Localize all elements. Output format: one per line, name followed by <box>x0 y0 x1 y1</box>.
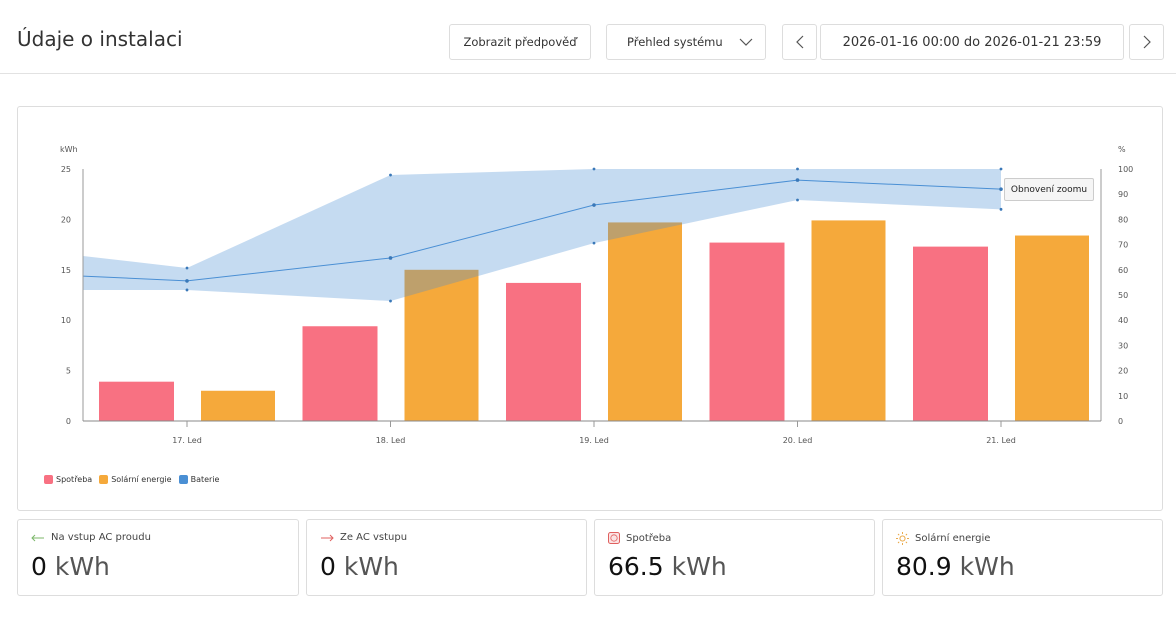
y2-tick-label: 50 <box>1118 291 1128 300</box>
chevron-right-icon <box>1143 35 1151 49</box>
battery-max-point <box>796 167 799 171</box>
chart-card: kWh% 0 5 10 15 20 25 0 10 20 30 40 50 60 70 80 90 100 17. … <box>17 106 1163 511</box>
x-tick-label: 18. Led <box>376 436 406 445</box>
y2-tick-label: 40 <box>1118 316 1128 325</box>
legend-label: Baterie <box>190 475 220 484</box>
x-tick-label: 17. Led <box>172 436 202 445</box>
show-forecast-button[interactable]: Zobrazit předpověď <box>449 24 591 60</box>
bar-consumption <box>506 282 581 421</box>
y2-tick-label: 10 <box>1118 392 1128 401</box>
stat-value: 0 <box>31 552 47 581</box>
legend-label: Spotřeba <box>56 475 93 484</box>
battery-max-point <box>999 167 1003 171</box>
stat-card-to-ac-input: Na vstup AC proudu 0 kWh <box>17 519 299 596</box>
stat-value: 66.5 <box>608 552 664 581</box>
x-tick-label: 19. Led <box>579 436 609 445</box>
y-tick-label: 20 <box>61 215 71 224</box>
battery-range-area <box>83 169 1001 302</box>
stat-value: 0 <box>320 552 336 581</box>
bar-consumption <box>709 242 785 421</box>
x-tick-label: 20. Led <box>783 436 813 445</box>
legend-label: Solární energie <box>111 475 172 484</box>
next-range-button[interactable] <box>1129 24 1164 60</box>
view-select-value: Přehled systému <box>627 35 723 49</box>
stat-unit: kWh <box>671 552 727 581</box>
arrow-left-icon <box>31 534 44 541</box>
battery-line <box>82 179 1002 282</box>
bar-solar <box>1015 235 1089 421</box>
legend-swatch <box>44 475 53 484</box>
battery-point <box>185 279 189 283</box>
arrow-right-icon <box>321 534 334 541</box>
chart-legend: Spotřeba Solární energie Baterie <box>44 475 219 484</box>
battery-point <box>795 178 800 182</box>
bar-solar <box>201 390 275 421</box>
y2-tick-label: 60 <box>1118 266 1128 275</box>
battery-point <box>999 187 1003 191</box>
bar-consumption <box>99 381 174 421</box>
previous-range-button[interactable] <box>782 24 817 60</box>
chevron-left-icon <box>795 35 803 49</box>
y2-tick-label: 20 <box>1118 367 1128 376</box>
bar-consumption <box>913 246 988 421</box>
chevron-down-icon <box>739 38 753 46</box>
page-title: Údaje o instalaci <box>17 27 183 51</box>
legend-swatch <box>99 475 109 484</box>
legend-item-battery[interactable]: Baterie <box>178 475 220 484</box>
date-range-picker[interactable]: 2026-01-16 00:00 do 2026-01-21 23:59 <box>820 24 1124 60</box>
battery-min-point <box>796 198 799 202</box>
stat-value: 80.9 <box>896 552 952 581</box>
stat-unit: kWh <box>959 552 1015 581</box>
legend-item-solar[interactable]: Solární energie <box>99 475 172 484</box>
bar-solar <box>608 222 682 421</box>
legend-swatch <box>178 475 188 484</box>
y-tick-label: 15 <box>61 266 71 275</box>
x-tick-label: 21. Led <box>986 436 1016 445</box>
battery-min-point <box>185 288 189 292</box>
battery-min-point <box>389 299 392 303</box>
battery-max-point <box>592 167 596 171</box>
y2-axis-label: % <box>1118 145 1126 154</box>
stat-card-solar: Solární energie 80.9 kWh <box>882 519 1163 596</box>
y2-tick-label: 100 <box>1118 165 1133 174</box>
view-select[interactable]: Přehled systému <box>606 24 766 60</box>
stat-label: Spotřeba <box>626 532 672 544</box>
y2-tick-label: 80 <box>1118 215 1128 224</box>
stat-unit: kWh <box>343 552 399 581</box>
battery-max-point <box>389 173 392 177</box>
battery-min-point <box>999 207 1003 211</box>
legend-item-consumption[interactable]: Spotřeba <box>44 475 92 484</box>
stat-unit: kWh <box>54 552 110 581</box>
page-header: Údaje o instalaci Zobrazit předpověď Pře… <box>0 0 1176 74</box>
y-axis-label: kWh <box>60 145 78 154</box>
y-tick-label: 25 <box>61 165 71 174</box>
stat-label: Na vstup AC proudu <box>51 532 151 543</box>
stat-label: Solární energie <box>915 533 991 544</box>
sun-icon <box>896 532 909 545</box>
bar-solar <box>811 220 886 421</box>
y2-tick-label: 0 <box>1118 417 1123 426</box>
reset-zoom-button[interactable]: Obnovení zoomu <box>1004 178 1094 201</box>
stat-card-from-ac-input: Ze AC vstupu 0 kWh <box>306 519 587 596</box>
bar-consumption <box>302 326 378 421</box>
battery-point <box>388 256 393 260</box>
y2-tick-label: 30 <box>1118 341 1128 350</box>
y-tick-label: 0 <box>66 417 71 426</box>
battery-point <box>592 203 596 207</box>
battery-max-point <box>185 266 189 270</box>
energy-chart[interactable]: kWh % 0 5 10 15 20 25 0 10 20 30 40 50 60 70 80 90 100 17. … <box>18 107 1164 512</box>
y2-tick-label: 70 <box>1118 241 1128 250</box>
socket-icon <box>608 532 620 544</box>
bar-solar <box>404 269 479 421</box>
y2-tick-label: 90 <box>1118 190 1128 199</box>
battery-min-point <box>592 241 596 245</box>
stat-card-consumption: Spotřeba 66.5 kWh <box>594 519 875 596</box>
y-tick-label: 10 <box>61 316 71 325</box>
stat-label: Ze AC vstupu <box>340 532 408 543</box>
y-tick-label: 5 <box>66 367 71 376</box>
